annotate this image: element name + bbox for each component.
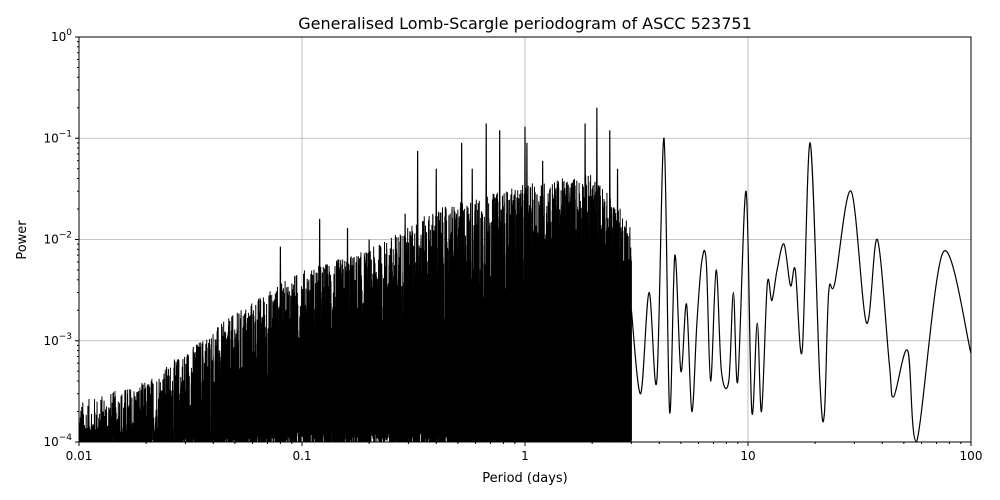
x-tick-label: 0.1 [292,449,311,463]
periodogram-peak [434,168,438,442]
y-axis-label: Power [15,220,30,260]
periodogram-peak [556,184,559,442]
y-tick-label: 10−2 [43,231,72,247]
y-tick-label: 100 [51,28,72,44]
periodogram-peak [525,142,529,442]
plot-area [79,107,971,442]
periodogram-peak [541,160,545,442]
x-tick-label: 1 [521,449,529,463]
y-tick-label: 10−4 [43,433,72,449]
x-tick-label: 0.01 [66,449,93,463]
periodogram-peak [416,150,420,442]
x-tick-label: 100 [960,449,983,463]
periodogram-peak [367,239,371,442]
periodogram-peak [403,213,407,442]
periodogram-peak [278,246,282,442]
periodogram-peak [484,123,488,442]
periodogram-smooth-line [630,137,971,442]
periodogram-peak [346,227,349,442]
periodogram-dense-line [79,175,632,442]
periodogram-peak [583,123,587,442]
chart-title: Generalised Lomb-Scargle periodogram of … [298,14,752,33]
ticks: 0.01 0.1 1 10 100 10−4 10−3 10−2 10−1 100 [43,28,982,463]
periodogram-peak [523,126,527,442]
periodogram-peak [318,218,322,442]
periodogram-peak [470,168,474,442]
periodogram-peak [498,130,502,442]
y-tick-label: 10−1 [43,129,72,145]
y-tick-label: 10−3 [43,332,72,348]
periodogram-peak [608,130,612,442]
x-tick-label: 10 [740,449,755,463]
x-axis-label: Period (days) [482,471,568,486]
periodogram-peak [460,142,464,442]
periodogram-peak [616,168,619,442]
periodogram-peak [595,107,599,442]
